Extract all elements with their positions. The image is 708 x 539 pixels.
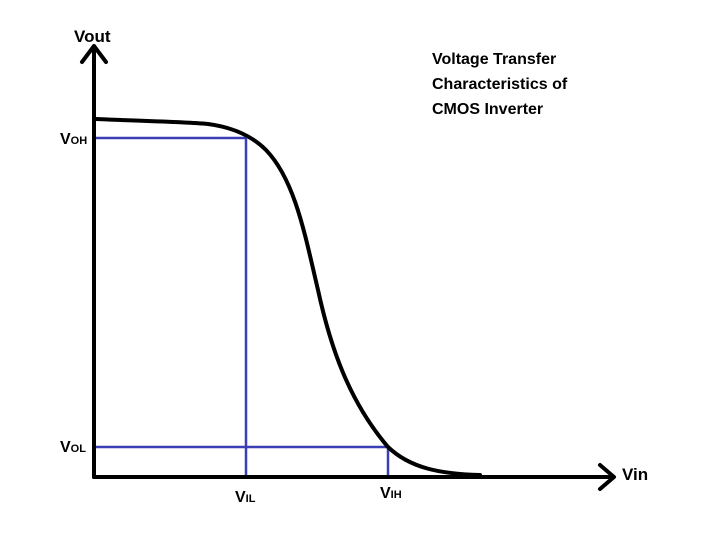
- vol-label-main: V: [60, 439, 71, 456]
- vil-label-sub: IL: [246, 493, 256, 505]
- axes: [80, 44, 616, 491]
- voh-label-sub: OH: [71, 135, 88, 147]
- vih-label: VIH: [380, 485, 402, 502]
- voh-label: VOH: [60, 131, 87, 148]
- transfer-curve: [94, 117, 482, 477]
- vih-label-sub: IH: [391, 489, 402, 501]
- voh-label-main: V: [60, 131, 71, 148]
- title-line-3: CMOS Inverter: [432, 101, 543, 118]
- arrow-up-icon: [80, 44, 108, 64]
- vol-label: VOL: [60, 439, 86, 456]
- x-axis-label: Vin: [622, 465, 648, 484]
- y-axis-label: Vout: [74, 27, 111, 46]
- vil-label-main: V: [235, 489, 246, 506]
- vol-label-sub: OL: [71, 443, 87, 455]
- arrow-right-icon: [598, 463, 616, 491]
- title-line-2: Characteristics of: [432, 76, 568, 93]
- vil-label: VIL: [235, 489, 256, 506]
- title-line-1: Voltage Transfer: [432, 51, 556, 68]
- guide-lines: [94, 136, 390, 477]
- vih-label-main: V: [380, 485, 391, 502]
